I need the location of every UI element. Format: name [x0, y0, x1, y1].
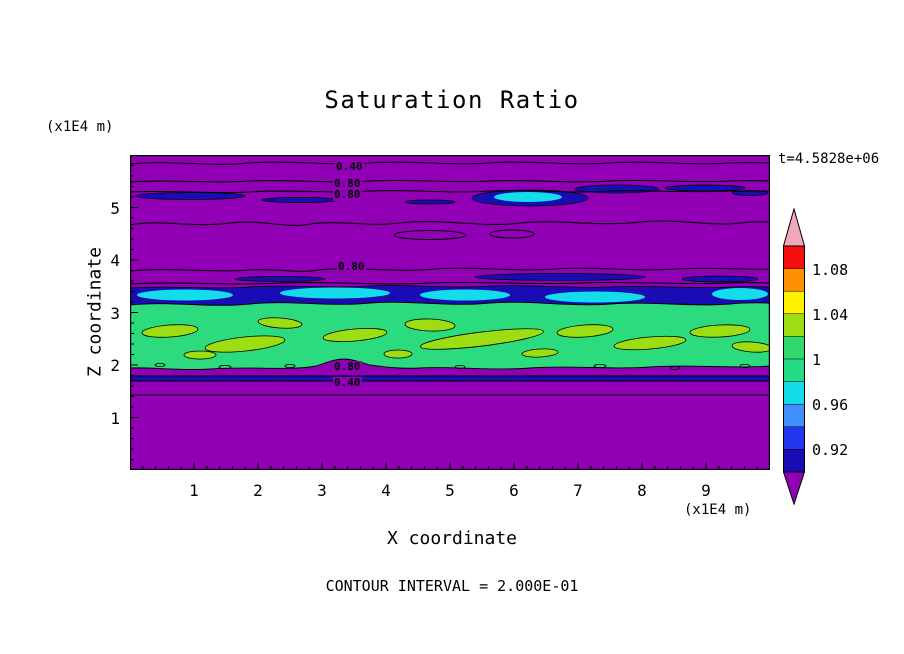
cyan-patch [712, 288, 768, 300]
time-annotation: t=4.5828e+06 [778, 151, 880, 167]
x-tick-label: 7 [573, 481, 583, 500]
colorbar-band [783, 449, 805, 473]
colorbar-band [783, 268, 805, 292]
colorbar-band [783, 245, 805, 270]
colorbar-band [783, 426, 805, 451]
plot-border [130, 155, 770, 470]
contour-value-label: 0.80 [337, 260, 366, 273]
closed-contour [393, 230, 467, 240]
cyan-patch [420, 289, 510, 301]
colorbar-tick-label: 1.08 [812, 261, 849, 279]
colorbar-band [783, 403, 805, 428]
closed-contour [489, 229, 535, 239]
contour-value-label: 0.80 [333, 360, 362, 373]
colorbar-border [783, 245, 805, 473]
cyan-patch [280, 287, 390, 299]
y-tick-label: 2 [110, 356, 120, 375]
contour-lines [130, 161, 770, 396]
plot-title: Saturation Ratio [324, 86, 580, 114]
contour-value-label: 0.40 [333, 376, 362, 389]
x-tick-label: 4 [381, 481, 391, 500]
colorbar-band [783, 336, 805, 360]
colorbar-band [783, 313, 805, 338]
thin-dark-band [130, 375, 770, 382]
y-tick-label: 4 [110, 251, 120, 270]
x-axis-label: X coordinate [386, 528, 518, 549]
x-axis-unit: (x1E4 m) [684, 502, 752, 518]
colorbar-tick-label: 1.04 [812, 306, 849, 324]
colorbar-band [783, 381, 805, 405]
contour-value-label: 0.40 [335, 160, 364, 173]
x-tick-label: 6 [509, 481, 519, 500]
y-tick-label: 5 [110, 199, 120, 218]
x-tick-label: 8 [637, 481, 647, 500]
colorbar-top-pennant [783, 208, 805, 247]
contour-value-label: 0.80 [333, 177, 362, 190]
colorbar-tick-label: 1 [812, 351, 822, 369]
y-tick-label: 1 [110, 409, 120, 428]
x-tick-label: 9 [701, 481, 711, 500]
contour-interval-note: CONTOUR INTERVAL = 2.000E-01 [325, 577, 579, 595]
x-tick-label: 3 [317, 481, 327, 500]
colorbar-tick-label: 0.96 [812, 396, 849, 414]
colorbar [783, 208, 805, 506]
contour-value-label: 0.80 [333, 188, 362, 201]
colorbar-bottom-pennant [783, 471, 805, 506]
colorbar-band [783, 358, 805, 383]
cyan-patch [137, 289, 233, 301]
x-tick-label: 1 [189, 481, 199, 500]
chartreuse-lenses [141, 317, 770, 360]
y-axis-unit: (x1E4 m) [46, 119, 114, 135]
contour-plot [130, 155, 770, 470]
colorbar-bands [783, 245, 805, 473]
upper-streaks [134, 184, 769, 207]
colorbar-band [783, 290, 805, 315]
colorbar-tick-label: 0.92 [812, 441, 849, 459]
green-band [130, 301, 770, 371]
axis-ticks [130, 165, 758, 470]
y-tick-label: 3 [110, 304, 120, 323]
contour-specks [154, 362, 751, 370]
x-tick-label: 5 [445, 481, 455, 500]
x-tick-label: 2 [253, 481, 263, 500]
mid-streaks [234, 273, 759, 283]
cyan-patch [545, 291, 645, 303]
